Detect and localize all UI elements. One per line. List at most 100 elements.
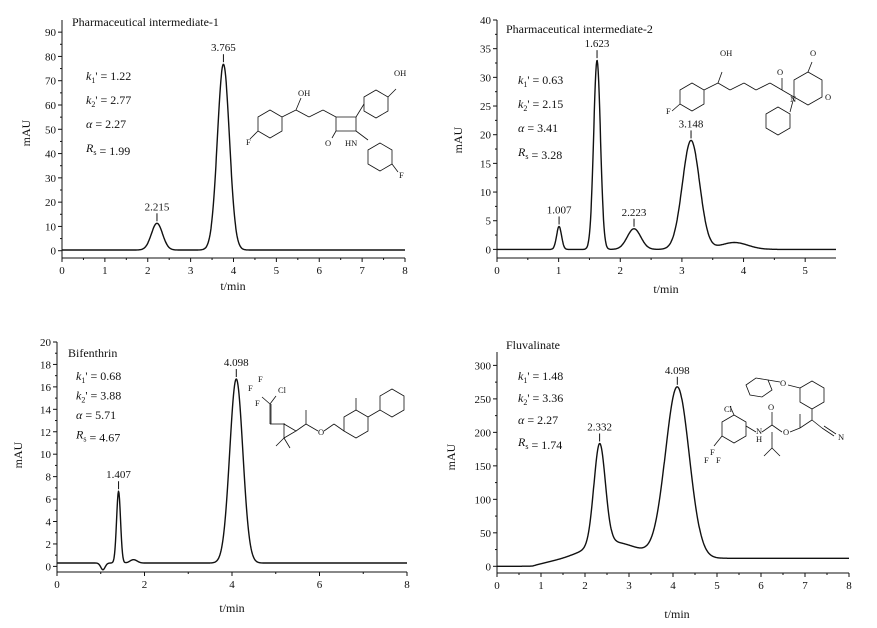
x-tick-label: 5 — [714, 580, 720, 592]
parameter-value: 1.48 — [542, 369, 563, 383]
structure-label: O — [777, 67, 783, 77]
peak-label: 2.215 — [145, 201, 170, 213]
parameter-equals: = — [524, 413, 537, 427]
parameter-symbol: R — [75, 428, 84, 442]
parameter-equals: = — [98, 93, 111, 107]
x-tick-label: 1 — [102, 265, 108, 277]
x-tick-label: 3 — [626, 580, 632, 592]
x-tick-label: 2 — [618, 265, 624, 277]
y-tick-label: 0 — [46, 561, 52, 573]
x-tick-label: 6 — [758, 580, 764, 592]
peak-label: 1.407 — [106, 469, 131, 481]
parameter-value: 2.15 — [542, 97, 563, 111]
structure-label: O — [825, 92, 831, 102]
y-tick-label: 4 — [46, 517, 52, 529]
parameter-subscript: 2 — [81, 396, 85, 405]
y-axis-label: mAU — [444, 443, 458, 470]
parameter-value: 3.36 — [542, 391, 563, 405]
x-tick-label: 5 — [274, 265, 280, 277]
x-tick-label: 1 — [538, 580, 544, 592]
parameter-equals: = — [98, 69, 111, 83]
structure-label: O — [318, 427, 324, 437]
y-tick-label: 25 — [480, 101, 492, 113]
y-tick-label: 8 — [46, 472, 52, 484]
y-tick-label: 40 — [45, 149, 57, 161]
parameter-prime: ' — [527, 97, 529, 111]
x-tick-label: 7 — [359, 265, 365, 277]
structure-label: O — [768, 402, 774, 412]
x-tick-label: 2 — [145, 265, 151, 277]
parameter-equals: = — [82, 408, 95, 422]
y-tick-label: 40 — [480, 15, 492, 27]
peak-label: 1.623 — [585, 38, 610, 50]
x-axis-label: t/min — [653, 282, 678, 296]
parameter-symbol: α — [86, 117, 93, 131]
parameter-subscript: 1 — [81, 376, 85, 385]
parameter-prime: ' — [95, 93, 97, 107]
y-axis-label: mAU — [451, 126, 465, 153]
y-tick-label: 250 — [475, 394, 492, 406]
parameter-row: k1' = 0.63 — [518, 73, 563, 89]
structure-label: N — [838, 432, 844, 442]
parameter-equals: = — [524, 121, 537, 135]
x-tick-label: 0 — [59, 265, 65, 277]
parameter-value: 0.63 — [542, 73, 563, 87]
structure-label: OH — [298, 88, 310, 98]
parameter-symbol: α — [76, 408, 83, 422]
structure-label: N — [756, 426, 762, 436]
structure-label: HN — [345, 138, 357, 148]
parameter-subscript: s — [83, 435, 86, 444]
parameter-value: 1.22 — [110, 69, 131, 83]
x-axis-label: t/min — [220, 279, 245, 293]
peak-label: 2.223 — [622, 207, 647, 219]
parameter-equals: = — [86, 431, 99, 445]
y-tick-label: 10 — [40, 449, 52, 461]
y-tick-label: 35 — [480, 44, 492, 56]
chemical-structure — [713, 377, 837, 457]
x-tick-label: 8 — [404, 579, 410, 591]
parameter-symbol: k — [76, 389, 82, 403]
parameter-prime: ' — [527, 369, 529, 383]
y-tick-label: 80 — [45, 51, 57, 63]
parameter-equals: = — [530, 97, 543, 111]
structure-label: O — [783, 427, 789, 437]
parameter-symbol: k — [86, 69, 92, 83]
parameter-symbol: R — [517, 145, 526, 159]
y-tick-label: 20 — [45, 197, 57, 209]
y-tick-label: 12 — [40, 427, 51, 439]
y-tick-label: 50 — [45, 124, 57, 136]
parameter-symbol: R — [85, 141, 94, 155]
x-axis-label: t/min — [219, 601, 244, 615]
structure-label: F — [710, 447, 715, 457]
y-tick-label: 15 — [480, 158, 492, 170]
structure-label: F — [246, 137, 251, 147]
x-tick-label: 7 — [802, 580, 808, 592]
parameter-subscript: 1 — [91, 76, 95, 85]
panel-title: Bifenthrin — [68, 346, 117, 360]
peak-label: 3.148 — [679, 118, 704, 130]
parameter-prime: ' — [527, 73, 529, 87]
structure-label: F — [399, 170, 404, 180]
x-tick-label: 6 — [317, 265, 323, 277]
parameter-subscript: 1 — [523, 80, 527, 89]
y-tick-label: 10 — [45, 221, 57, 233]
parameter-equals: = — [530, 73, 543, 87]
parameter-equals: = — [530, 369, 543, 383]
structure-label: O — [325, 138, 331, 148]
parameter-subscript: 2 — [523, 398, 527, 407]
parameter-equals: = — [96, 144, 109, 158]
parameter-equals: = — [88, 389, 101, 403]
parameter-subscript: s — [525, 152, 528, 161]
parameter-value: 0.68 — [100, 369, 121, 383]
chromatogram-trace — [56, 378, 408, 571]
structure-label: H — [756, 434, 762, 444]
structure-label: OH — [720, 48, 732, 58]
y-tick-label: 0 — [486, 561, 492, 573]
peak-label: 2.332 — [587, 421, 612, 433]
parameter-row: k2' = 3.88 — [76, 389, 121, 405]
parameter-subscript: 1 — [523, 376, 527, 385]
parameter-prime: ' — [95, 69, 97, 83]
